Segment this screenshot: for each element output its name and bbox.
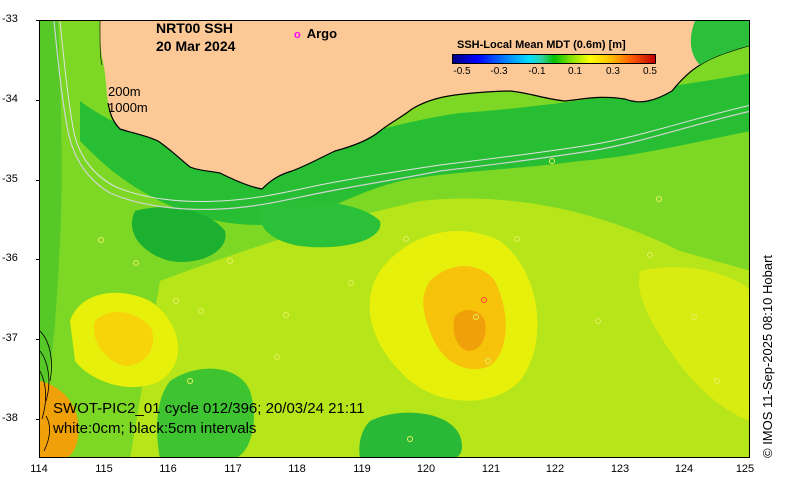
obs-markers (98, 158, 720, 442)
y-tick-mark (36, 419, 39, 420)
x-tick-label: 124 (674, 463, 694, 475)
x-tick-label: 114 (30, 463, 48, 475)
y-tick-label: -35 (2, 173, 18, 185)
sw-corner-warm (40, 381, 79, 457)
cool-pool-south-mid (359, 412, 462, 457)
map-title: NRT00 SSH (156, 20, 234, 36)
colorbar-tick: -0.3 (490, 66, 508, 77)
obs-marker-hot (481, 297, 487, 303)
colorbar-tick: 0.3 (606, 66, 620, 77)
swot-contour-2 (40, 350, 50, 402)
y-tick-label: -33 (2, 13, 18, 25)
x-tick-label: 116 (159, 463, 177, 475)
y-tick-mark (36, 259, 39, 260)
ssh-map (40, 21, 749, 457)
colorbar-tick: 0.1 (568, 66, 582, 77)
x-tick-label: 123 (610, 463, 630, 475)
cool-pool-south-west (157, 368, 254, 457)
x-tick-label: 117 (224, 463, 242, 475)
colorbar-tick: 0.5 (643, 66, 657, 77)
y-tick-label: -37 (2, 332, 18, 344)
y-tick-label: -36 (2, 252, 18, 264)
swot-contour-4 (43, 415, 50, 452)
land-ne-patch (690, 21, 749, 65)
argo-label: Argo (306, 26, 338, 41)
x-tick-label: 119 (353, 463, 371, 475)
isobath-label-200m: 200m (108, 84, 141, 99)
colorbar-tick: -0.1 (528, 66, 546, 77)
colorbar-tick: -0.5 (453, 66, 471, 77)
map-area (39, 20, 750, 458)
y-tick-mark (36, 20, 39, 21)
warm-band-east (639, 267, 749, 421)
argo-marker-icon: o (294, 29, 301, 41)
eddy-dark-west (131, 207, 226, 262)
argo-legend: o Argo (294, 26, 337, 41)
colorbar (452, 54, 656, 64)
x-tick-label: 118 (288, 463, 306, 475)
swot-contour-3 (40, 370, 46, 420)
x-tick-label: 125 (735, 463, 755, 475)
swot-contour-1 (40, 330, 52, 382)
x-tick-label: 120 (416, 463, 436, 475)
coastline (107, 44, 749, 190)
eddy-dark-mid (259, 201, 381, 248)
warm-eddy-west-core (94, 311, 154, 366)
y-tick-mark (36, 100, 39, 101)
x-tick-label: 121 (481, 463, 501, 475)
swot-pass-info: SWOT-PIC2_01 cycle 012/396; 20/03/24 21:… (53, 400, 365, 417)
y-tick-mark (36, 339, 39, 340)
shelf-current-band (80, 73, 749, 225)
isobath-label-1000m: 1000m (108, 100, 148, 115)
x-tick-label: 115 (95, 463, 113, 475)
map-date: 20 Mar 2024 (156, 38, 236, 54)
isobath-200m (53, 21, 749, 210)
west-edge-strip (40, 21, 62, 401)
y-tick-label: -34 (2, 93, 18, 105)
colorbar-title: SSH-Local Mean MDT (0.6m) [m] (457, 39, 626, 51)
warm-eddy-central-peak (453, 309, 486, 351)
y-tick-mark (36, 180, 39, 181)
isobath-1000m (59, 21, 749, 202)
swot-contour-legend: white:0cm; black:5cm intervals (53, 420, 257, 437)
y-tick-label: -38 (2, 412, 18, 424)
imos-credit: © IMOS 11-Sep-2025 08:10 Hobart (760, 254, 775, 458)
x-tick-label: 122 (545, 463, 565, 475)
